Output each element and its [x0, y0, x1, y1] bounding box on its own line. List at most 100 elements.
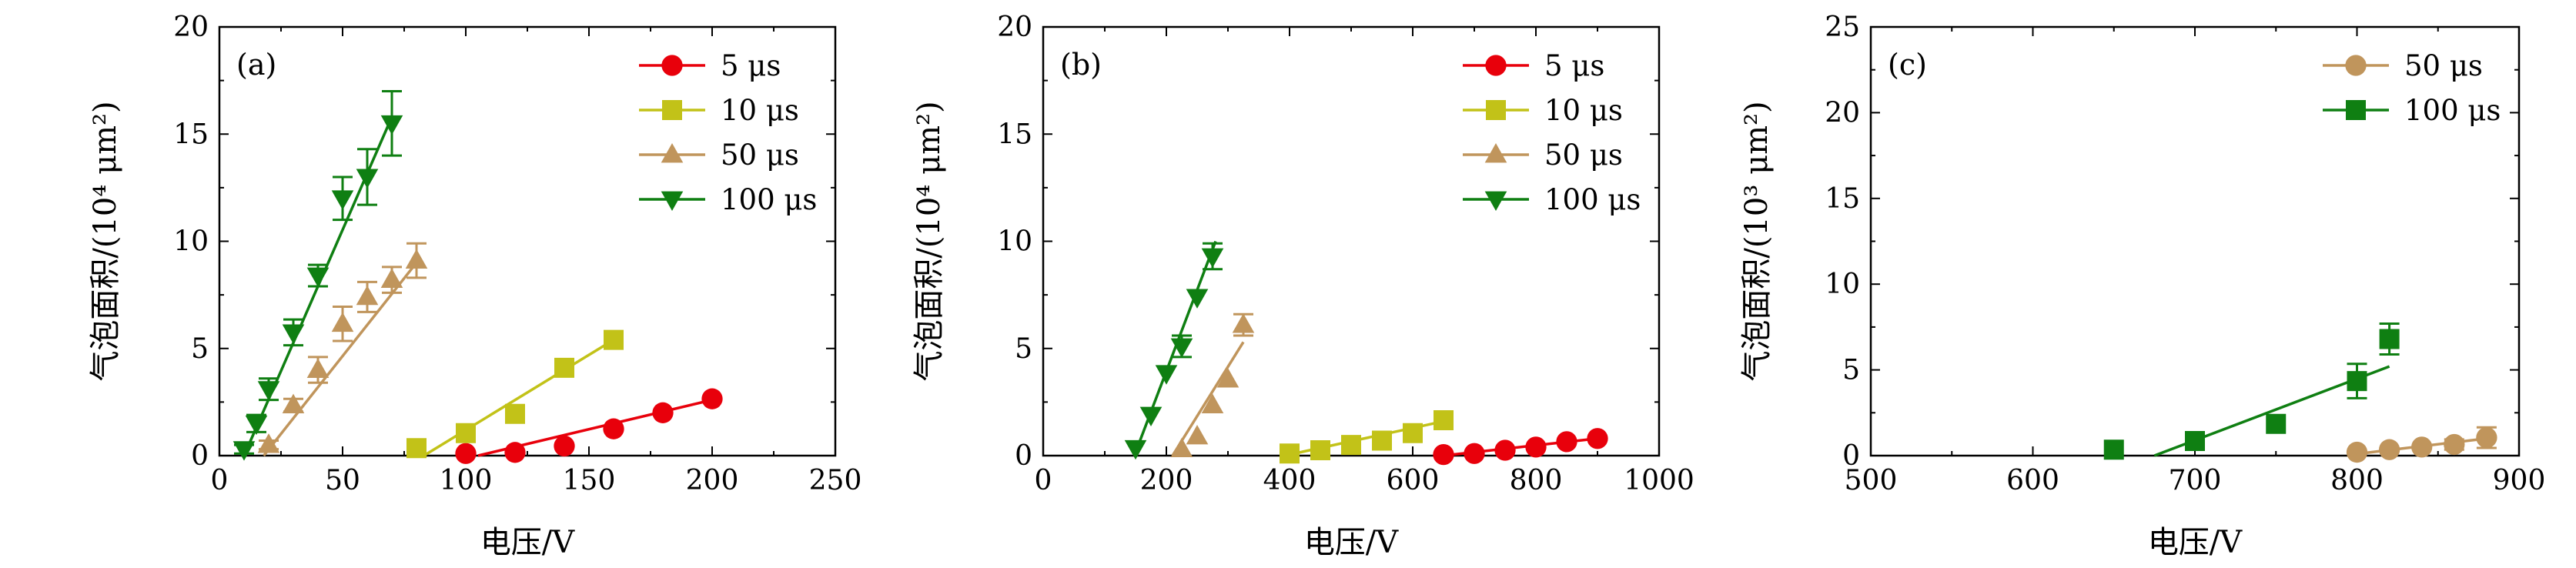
- data-point: [406, 438, 427, 459]
- data-point: [1341, 435, 1361, 456]
- data-point: [1124, 439, 1147, 460]
- y-axis-label: 气泡面积/(10⁴ μm²): [912, 101, 947, 381]
- data-point: [1170, 437, 1193, 458]
- data-point: [331, 312, 354, 332]
- data-point: [356, 285, 379, 306]
- x-tick-label: 200: [1140, 465, 1193, 496]
- series: [257, 242, 428, 457]
- y-tick-label: 20: [1825, 97, 1860, 129]
- data-point: [1216, 368, 1239, 388]
- data-point: [2379, 329, 2400, 349]
- x-tick-label: 0: [211, 465, 229, 496]
- data-point: [504, 442, 526, 463]
- data-point: [1186, 289, 1209, 309]
- data-point: [405, 249, 428, 269]
- y-tick-label: 15: [1825, 183, 1860, 215]
- data-point: [1464, 443, 1485, 464]
- x-tick-label: 500: [1845, 465, 1898, 496]
- x-tick-label: 100: [440, 465, 493, 496]
- data-point: [1525, 436, 1547, 458]
- data-point: [1403, 423, 1423, 443]
- data-point: [1310, 440, 1330, 461]
- data-point: [1201, 393, 1224, 413]
- legend-marker: [1484, 143, 1507, 163]
- y-tick-label: 20: [173, 12, 209, 43]
- x-tick-label: 200: [686, 465, 739, 496]
- data-point: [2476, 426, 2497, 449]
- legend: 5 μs 10 μs 50 μs 100 μs: [1463, 49, 1641, 216]
- series: [1170, 312, 1255, 458]
- x-tick-label: 900: [2493, 465, 2546, 496]
- data-point: [257, 433, 280, 453]
- legend-marker: [2346, 100, 2366, 120]
- data-point: [1170, 338, 1193, 358]
- data-point: [257, 381, 280, 401]
- data-point: [455, 443, 477, 464]
- legend-label: 10 μs: [721, 94, 799, 127]
- fit-line: [423, 339, 614, 457]
- y-tick-label: 10: [1825, 269, 1860, 300]
- legend-label: 50 μs: [2404, 49, 2483, 82]
- data-point: [603, 418, 624, 439]
- data-point: [245, 415, 268, 436]
- data-point: [306, 267, 330, 288]
- data-point: [1494, 439, 1516, 461]
- legend-label: 100 μs: [1544, 183, 1641, 216]
- panel-c: 500 600 700 800 900 0 5 10 15 20 25 电压/V 气泡面积/(10³ μ…: [1739, 12, 2545, 560]
- x-axis-label: 电压/V: [480, 525, 575, 560]
- x-tick-label: 600: [2006, 465, 2059, 496]
- legend-label: 50 μs: [721, 139, 799, 172]
- data-point: [2103, 439, 2124, 460]
- x-tick-label: 800: [2330, 465, 2384, 496]
- data-point: [380, 268, 403, 289]
- plot-frame: [1042, 25, 1661, 457]
- y-tick-label: 10: [997, 226, 1032, 258]
- series: [1280, 410, 1454, 464]
- data-point: [1186, 424, 1209, 445]
- x-tick-label: 400: [1263, 465, 1316, 496]
- y-tick-label: 0: [1842, 440, 1860, 472]
- x-axis-label: 电压/V: [1304, 525, 1399, 560]
- data-point: [2378, 439, 2400, 460]
- series: [455, 388, 723, 464]
- y-tick-label: 25: [1825, 12, 1860, 43]
- x-axis-label: 电压/V: [2148, 525, 2243, 560]
- legend-marker: [1484, 191, 1507, 211]
- legend: 50 μs 100 μs: [2323, 49, 2501, 127]
- data-point: [2444, 433, 2465, 456]
- legend-marker: [1485, 55, 1507, 76]
- data-point: [2266, 413, 2287, 434]
- data-point: [554, 357, 574, 378]
- data-point: [1372, 430, 1392, 451]
- y-tick-label: 5: [191, 333, 209, 365]
- panel-b: 0 200 400 600 800 1000 0 5 10 15 20 电压/V 气泡面积/(10⁴ μ…: [912, 12, 1694, 560]
- data-point: [1433, 443, 1454, 466]
- y-tick-label: 5: [1015, 333, 1032, 365]
- legend-label: 10 μs: [1544, 94, 1623, 127]
- data-point: [1556, 431, 1577, 453]
- data-point: [505, 403, 525, 424]
- data-point: [306, 358, 330, 378]
- x-tick-label: 150: [563, 465, 616, 496]
- data-point: [1232, 313, 1255, 333]
- data-point: [604, 329, 624, 350]
- x-tick-label: 1000: [1624, 465, 1694, 496]
- data-point: [652, 402, 674, 423]
- y-tick-label: 0: [1015, 440, 1032, 472]
- x-tick-label: 250: [809, 465, 862, 496]
- y-tick-label: 20: [997, 12, 1032, 43]
- x-tick-label: 50: [325, 465, 360, 496]
- panel-label: (b): [1060, 48, 1102, 82]
- y-axis-label: 气泡面积/(10⁴ μm²): [88, 101, 123, 381]
- series: [406, 329, 624, 459]
- y-tick-label: 5: [1842, 355, 1860, 386]
- data-point: [1587, 428, 1608, 449]
- y-axis-label: 气泡面积/(10³ μm²): [1739, 101, 1775, 381]
- data-point: [554, 435, 575, 457]
- series: [2346, 426, 2497, 463]
- data-point: [1434, 410, 1454, 431]
- legend-marker: [1486, 100, 1506, 120]
- legend-label: 100 μs: [721, 183, 817, 216]
- data-point: [2346, 441, 2368, 463]
